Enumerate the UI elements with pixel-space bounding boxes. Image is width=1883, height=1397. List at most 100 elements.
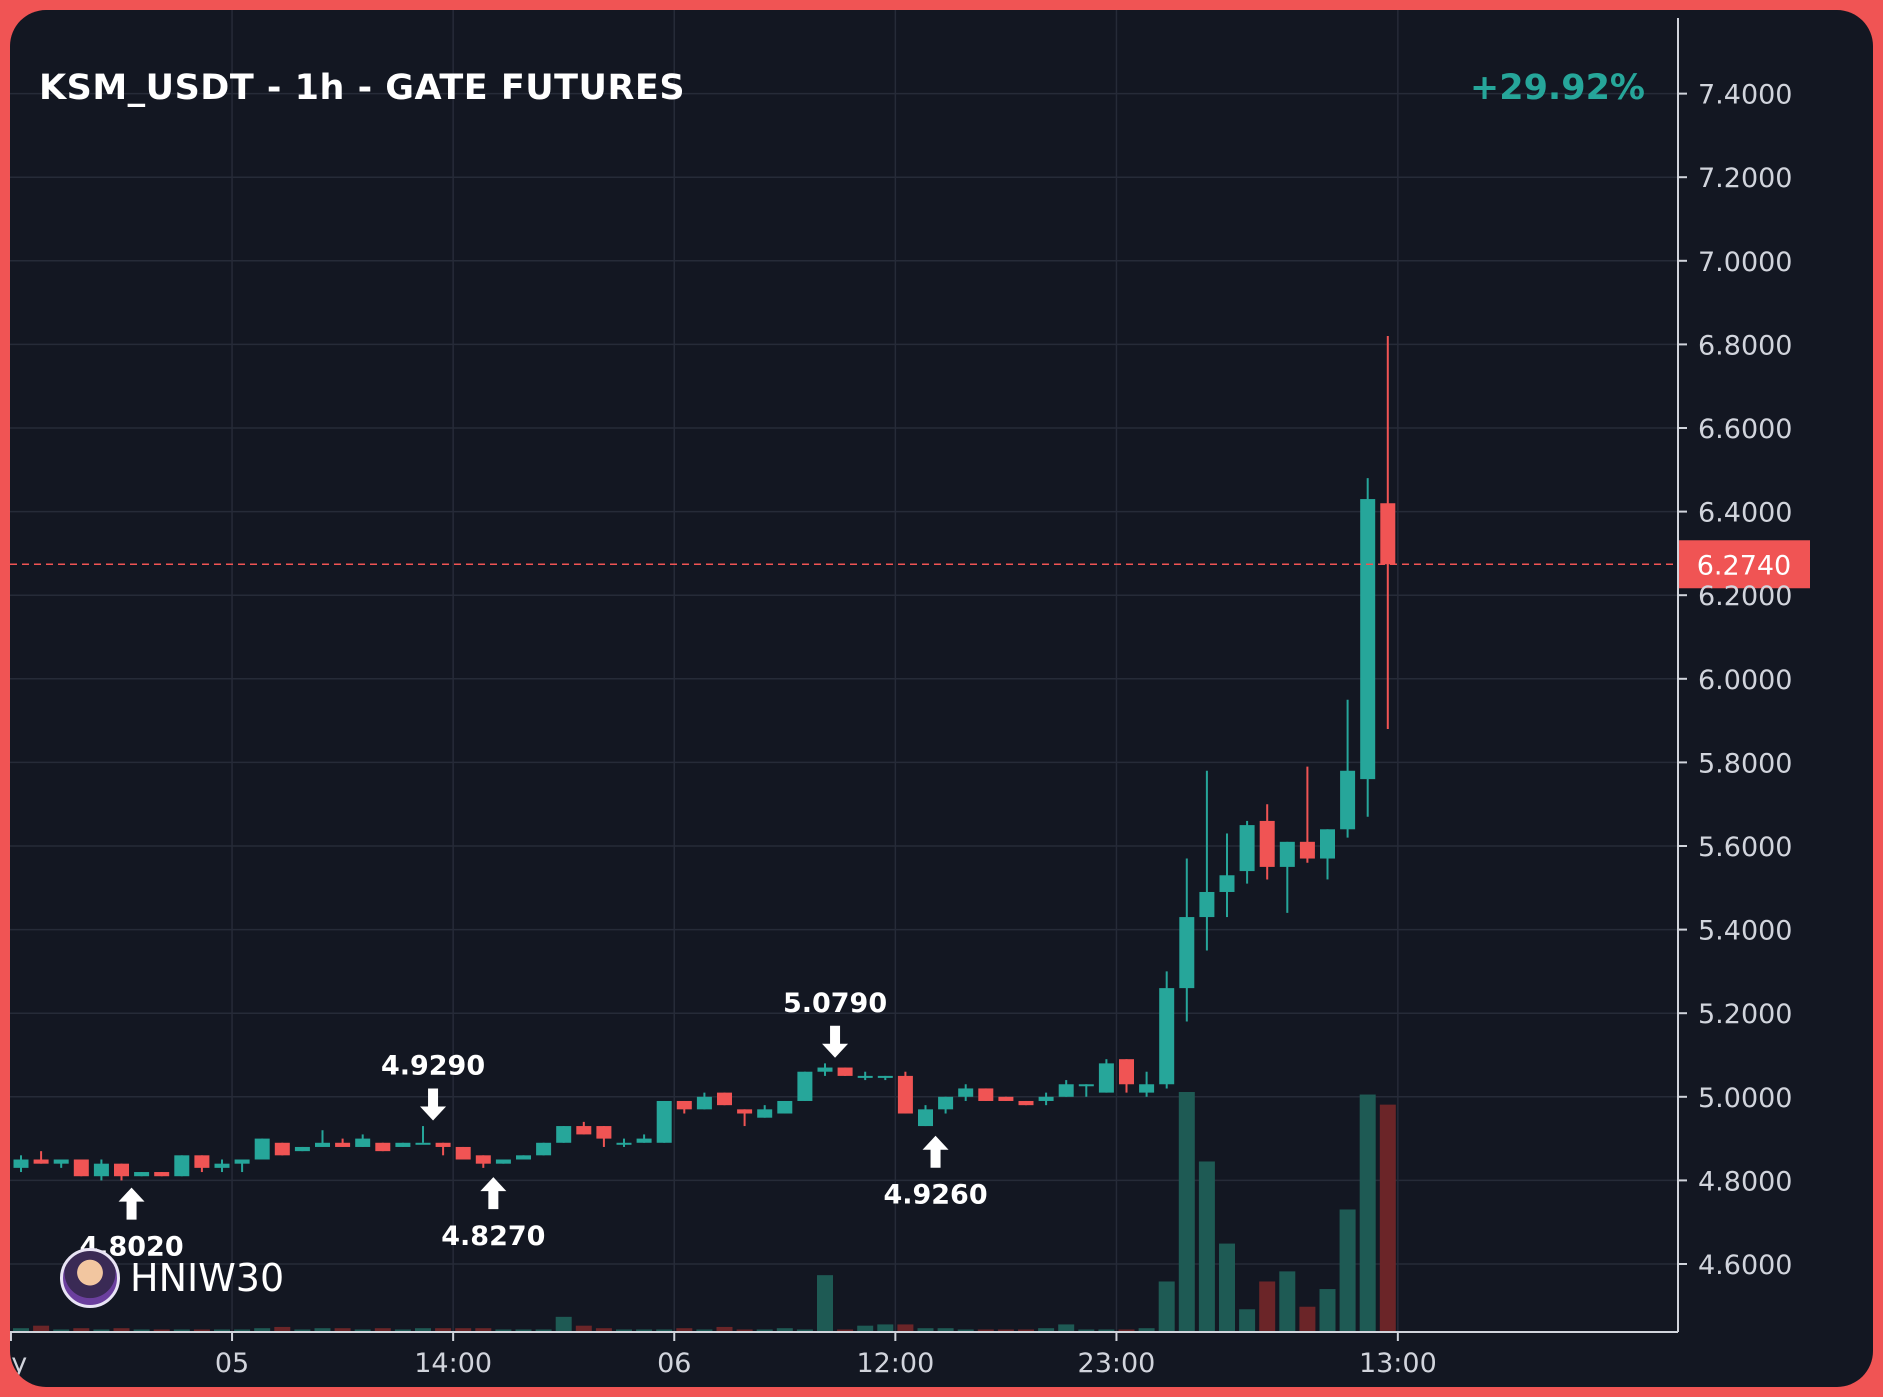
candle-body [435,1142,451,1147]
candle-body [1299,841,1315,859]
candle-body [1119,1059,1134,1085]
avatar-icon [60,1248,120,1308]
volume-bar [736,1329,753,1332]
candle-body [656,1100,672,1143]
candle-body [335,1142,351,1147]
y-tick-label: 4.8000 [1698,1166,1792,1197]
annotations: 4.8020 4.9290 4.8270 5.0790 4.9260 [79,988,987,1263]
volume-bar [1279,1271,1296,1332]
volume-bar [877,1324,894,1332]
candle-body [877,1075,893,1078]
annotation-label: 4.9260 [883,1180,987,1211]
candle-body [717,1092,732,1106]
volume-bar [475,1328,492,1332]
volume-bar [1118,1329,1135,1332]
volume-bar [1259,1281,1276,1332]
volume-bar [214,1329,230,1332]
chart-title: KSM_USDT - 1h - GATE FUTURES [39,68,686,108]
candle-body [93,1163,109,1177]
volume-bar [294,1329,311,1332]
candle-body [516,1155,531,1160]
axes: 4.6000 4.8000 5.0000 5.2000 5.4000 5.6000 5.80… [10,18,1792,1379]
annotation-label: 4.9290 [381,1050,485,1081]
chart-frame: 6.2740 4.6000 4.8000 5.0000 5.2000 5.4000 5.6… [10,10,1873,1387]
candlestick-chart: 6.2740 4.6000 4.8000 5.0000 5.2000 5.4000 5.6… [10,10,1810,1379]
y-tick-label: 5.2000 [1698,999,1792,1030]
volume-bar [776,1328,793,1332]
candle-body [495,1159,511,1164]
candle-body [1380,503,1396,565]
x-tick-label: 23:00 [1078,1348,1156,1379]
x-tick-label: ay [10,1348,27,1379]
volume-bar [696,1329,713,1332]
last-price-badge [1678,540,1810,589]
candle-body [696,1096,712,1110]
candle-body [998,1096,1014,1101]
volume-bar [193,1329,210,1332]
volume-bar [716,1326,733,1332]
volume-bar [1098,1329,1115,1332]
last-price-label: 6.2740 [1697,550,1791,581]
candle-body [1199,891,1215,918]
volume-bar [937,1328,954,1332]
candle-body [897,1075,913,1114]
candle-body [737,1109,753,1114]
candle-body [1320,829,1335,859]
candle-body [1259,820,1275,867]
volume-bar [1299,1306,1316,1332]
y-tick-label: 7.0000 [1698,247,1792,278]
volume-bar [1138,1328,1155,1332]
candle-body [134,1172,150,1177]
volume-bar [1198,1161,1215,1332]
candle-body [375,1142,391,1152]
watermark: HNIW30 [60,1248,284,1308]
y-tick-label: 7.4000 [1698,80,1792,111]
candle-body [154,1172,170,1177]
y-tick-label: 4.6000 [1698,1250,1792,1281]
candle-body [958,1088,974,1097]
arrow-down-icon [822,1025,849,1058]
y-tick-label: 6.6000 [1698,414,1792,445]
volume-bar [917,1328,934,1332]
arrow-up-icon [118,1187,145,1220]
watermark-handle: HNIW30 [130,1256,285,1300]
volume-bar [595,1328,612,1332]
annotation-label: 5.0790 [783,988,887,1019]
candle-body [817,1067,833,1072]
volume-bar [616,1329,632,1332]
candle-body [636,1138,652,1143]
candle-body [274,1142,290,1156]
volume-bar [656,1329,673,1332]
candle-body [1340,770,1356,830]
volume-bar [93,1329,110,1332]
candle-body [415,1142,431,1145]
volume-bar [857,1325,874,1332]
candle-body [556,1126,572,1143]
candle-body [1239,825,1255,872]
volume-bar [254,1328,271,1332]
candle-body [294,1146,310,1152]
y-tick-label: 5.6000 [1698,832,1792,863]
last-price-line: 6.2740 [10,540,1810,589]
volume-bar [153,1329,170,1332]
candle-body [1179,917,1195,989]
volume-bar [234,1329,251,1332]
arrow-up-icon [922,1135,949,1168]
volume-bar [73,1328,90,1332]
volume-bar [575,1325,592,1332]
candle-body [1058,1084,1074,1097]
candle-body [1159,988,1175,1085]
y-tick-label: 6.8000 [1698,330,1792,361]
y-tick-label: 6.0000 [1698,665,1792,696]
volume-bar [1158,1281,1175,1332]
candle-body [455,1146,471,1160]
candle-body [918,1109,933,1127]
volume-bar [173,1329,190,1332]
x-tick-label: 13:00 [1359,1348,1437,1379]
y-tick-label: 7.2000 [1698,163,1792,194]
volume-bar [1178,1092,1195,1332]
volume-bar [1319,1289,1336,1332]
high-annotation: 4.9290 [381,1050,485,1121]
volume-bar [334,1328,351,1332]
volume-bar [435,1328,452,1332]
